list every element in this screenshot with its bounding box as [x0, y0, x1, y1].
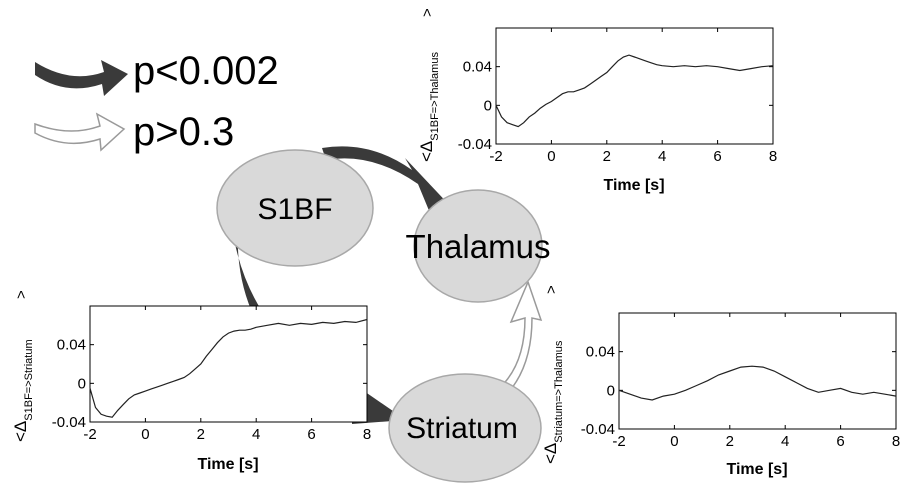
data-trace — [618, 365, 897, 401]
plot-frame — [89, 305, 368, 423]
data-trace — [495, 54, 774, 128]
y-tick-label: -0.04 — [581, 421, 615, 438]
node-striatum: Striatum — [388, 373, 542, 483]
x-tick-label: 4 — [252, 426, 260, 443]
x-tick-label: 2 — [197, 426, 205, 443]
x-tick-label: -2 — [83, 426, 96, 443]
xlabel-striatum-thalamus: Time [s] — [726, 461, 787, 478]
plot-frame — [618, 312, 897, 430]
x-tick-label: 6 — [307, 426, 315, 443]
x-tick-label: 4 — [658, 148, 666, 165]
plot-frame — [495, 27, 774, 145]
x-tick-label: 4 — [781, 433, 789, 450]
y-tick-label: -0.04 — [52, 414, 86, 431]
ylabel-striatum-thalamus: <ΔStriatum=>Thalamus — [541, 340, 565, 464]
ylabel-end-s1bf-striatum: > — [13, 290, 30, 299]
node-thalamus: Thalamus — [406, 189, 551, 303]
xlabel-s1bf-thalamus: Time [s] — [603, 177, 664, 194]
y-tick-label: 0.04 — [586, 344, 615, 361]
x-tick-label: 6 — [713, 148, 721, 165]
y-tick-label: 0.04 — [463, 59, 492, 76]
x-tick-label: 6 — [836, 433, 844, 450]
legend-nonsignificant-label: p>0.3 — [133, 110, 234, 154]
y-tick-label: 0.04 — [57, 337, 86, 354]
ylabel-s1bf-thalamus: <ΔS1BF=>Thalamus — [417, 52, 441, 162]
x-tick-label: 0 — [141, 426, 149, 443]
node-s1bf: S1BF — [216, 149, 374, 267]
chart-striatum-thalamus: <ΔStriatum=>Thalamus > Time [s] -2 0 2 4 6 8 -… — [541, 285, 900, 478]
x-tick-label: 8 — [363, 426, 371, 443]
legend: p<0.002 p>0.3 — [34, 49, 279, 154]
x-tick-label: 2 — [726, 433, 734, 450]
x-tick-label: -2 — [489, 148, 502, 165]
legend-significant-label: p<0.002 — [133, 49, 279, 93]
node-thalamus-label: Thalamus — [406, 228, 551, 265]
y-tick-label: 0 — [484, 97, 492, 114]
x-tick-label: 0 — [547, 148, 555, 165]
chart-s1bf-thalamus: <ΔS1BF=>Thalamus > Time [s] -2 0 2 4 6 8 -0.04… — [417, 8, 777, 194]
x-tick-label: 8 — [769, 148, 777, 165]
legend-dark-arrow — [35, 60, 128, 96]
xlabel-s1bf-striatum: Time [s] — [197, 456, 258, 473]
ylabel-end-s1bf-thalamus: > — [419, 8, 436, 17]
y-tick-label: 0 — [78, 375, 86, 392]
x-tick-label: 8 — [892, 433, 900, 450]
chart-s1bf-striatum: <ΔS1BF=>Striatum > Time [s] -2 0 2 4 6 8 -0.04… — [11, 290, 371, 473]
legend-light-arrow — [34, 112, 126, 152]
y-tick-label: -0.04 — [458, 136, 492, 153]
ylabel-end-striatum-thalamus: > — [543, 285, 560, 294]
node-striatum-label: Striatum — [406, 412, 518, 445]
x-tick-label: -2 — [612, 433, 625, 450]
y-tick-label: 0 — [607, 382, 615, 399]
x-tick-label: 0 — [670, 433, 678, 450]
data-trace — [89, 318, 368, 418]
x-tick-label: 2 — [603, 148, 611, 165]
node-s1bf-label: S1BF — [257, 193, 332, 226]
ylabel-s1bf-striatum: <ΔS1BF=>Striatum — [11, 339, 35, 442]
